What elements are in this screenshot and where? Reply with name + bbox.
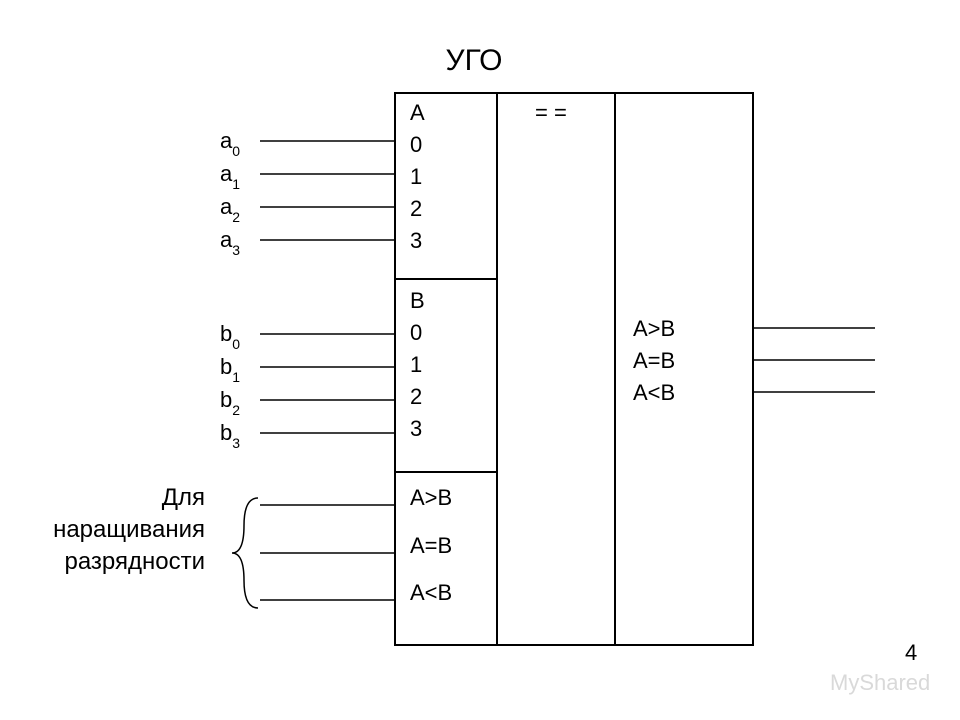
page-number: 4 bbox=[905, 640, 917, 665]
input-wires-a bbox=[260, 141, 395, 240]
input-wires-b bbox=[260, 334, 395, 433]
svg-text:b2: b2 bbox=[220, 387, 240, 418]
svg-text:b3: b3 bbox=[220, 420, 240, 451]
svg-text:b1: b1 bbox=[220, 354, 240, 385]
svg-text:b0: b0 bbox=[220, 321, 240, 352]
output-wires bbox=[753, 328, 875, 392]
cascade-note: Длянаращиванияразрядности bbox=[53, 484, 205, 575]
svg-text:3: 3 bbox=[410, 416, 422, 441]
svg-text:B: B bbox=[410, 288, 425, 313]
svg-text:0: 0 bbox=[410, 320, 422, 345]
svg-text:1: 1 bbox=[410, 164, 422, 189]
svg-text:A<B: A<B bbox=[633, 380, 675, 405]
watermark: MyShared bbox=[830, 670, 930, 695]
input-labels-a: a0a1a2a3 bbox=[220, 128, 240, 258]
svg-text:A>B: A>B bbox=[410, 485, 452, 510]
svg-text:2: 2 bbox=[410, 384, 422, 409]
svg-text:0: 0 bbox=[410, 132, 422, 157]
diagram-title: УГО bbox=[446, 44, 503, 77]
svg-text:a0: a0 bbox=[220, 128, 240, 159]
svg-text:1: 1 bbox=[410, 352, 422, 377]
svg-text:3: 3 bbox=[410, 228, 422, 253]
cascade-input-wires bbox=[260, 505, 395, 600]
block-section-a: A 0 1 2 3 bbox=[410, 100, 425, 253]
svg-text:A=B: A=B bbox=[410, 533, 452, 558]
svg-text:A=B: A=B bbox=[633, 348, 675, 373]
comparator-block bbox=[395, 93, 753, 645]
svg-text:A: A bbox=[410, 100, 425, 125]
output-labels: A>B A=B A<B bbox=[633, 316, 675, 405]
svg-text:a1: a1 bbox=[220, 161, 240, 192]
input-labels-b: b0b1b2b3 bbox=[220, 321, 240, 451]
svg-text:a3: a3 bbox=[220, 227, 240, 258]
block-section-cascade: A>B A=B A<B bbox=[410, 485, 452, 605]
svg-text:A>B: A>B bbox=[633, 316, 675, 341]
curly-brace-icon bbox=[232, 498, 258, 608]
svg-text:2: 2 bbox=[410, 196, 422, 221]
svg-text:A<B: A<B bbox=[410, 580, 452, 605]
block-function-label: = = bbox=[535, 100, 567, 125]
svg-text:a2: a2 bbox=[220, 194, 240, 225]
block-dividers bbox=[395, 93, 615, 645]
block-section-b: B 0 1 2 3 bbox=[410, 288, 425, 441]
